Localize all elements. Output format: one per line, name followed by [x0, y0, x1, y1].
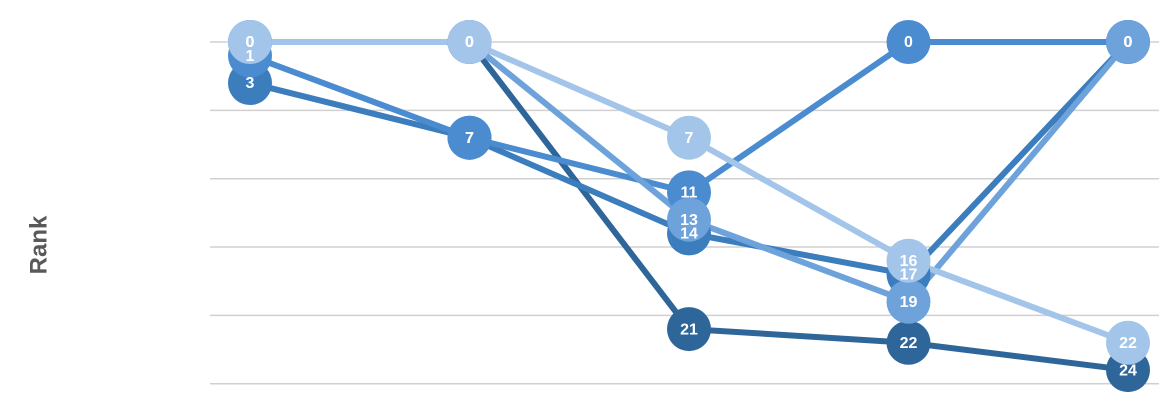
point — [447, 20, 492, 64]
data-label: 0 — [1124, 34, 1133, 51]
data-label: 7 — [465, 130, 474, 147]
data-label: 0 — [1124, 34, 1133, 51]
point — [1106, 320, 1150, 365]
data-label: 3 — [246, 75, 255, 92]
data-label: 17 — [900, 267, 918, 284]
data-label: 11 — [681, 185, 698, 202]
data-label: 0 — [246, 34, 255, 51]
point — [667, 307, 711, 352]
point — [886, 279, 931, 324]
point — [886, 320, 931, 365]
point — [886, 20, 931, 64]
y-axis-title: Rank — [25, 215, 52, 274]
point — [667, 115, 711, 160]
data-label: 14 — [680, 226, 698, 243]
data-label: 22 — [900, 335, 918, 352]
data-label: 24 — [1119, 362, 1137, 379]
point — [228, 20, 272, 64]
data-label: 0 — [1124, 34, 1133, 51]
data-label: 7 — [465, 130, 474, 147]
data-label: 16 — [900, 253, 918, 270]
data-label: 13 — [680, 212, 698, 229]
point — [1106, 20, 1150, 64]
data-label: 19 — [900, 294, 918, 311]
data-label: 0 — [465, 34, 474, 51]
data-label: 0 — [904, 34, 913, 51]
data-label: 0 — [246, 34, 255, 51]
data-label: 1 — [246, 48, 255, 65]
point — [886, 238, 931, 283]
data-label: 21 — [680, 321, 698, 338]
data-label: 0 — [465, 34, 474, 51]
point — [447, 115, 492, 160]
data-label: 22 — [1119, 335, 1137, 352]
data-label: 0 — [465, 34, 474, 51]
point — [667, 197, 711, 242]
data-label: 7 — [685, 130, 694, 147]
data-label: 0 — [246, 34, 255, 51]
